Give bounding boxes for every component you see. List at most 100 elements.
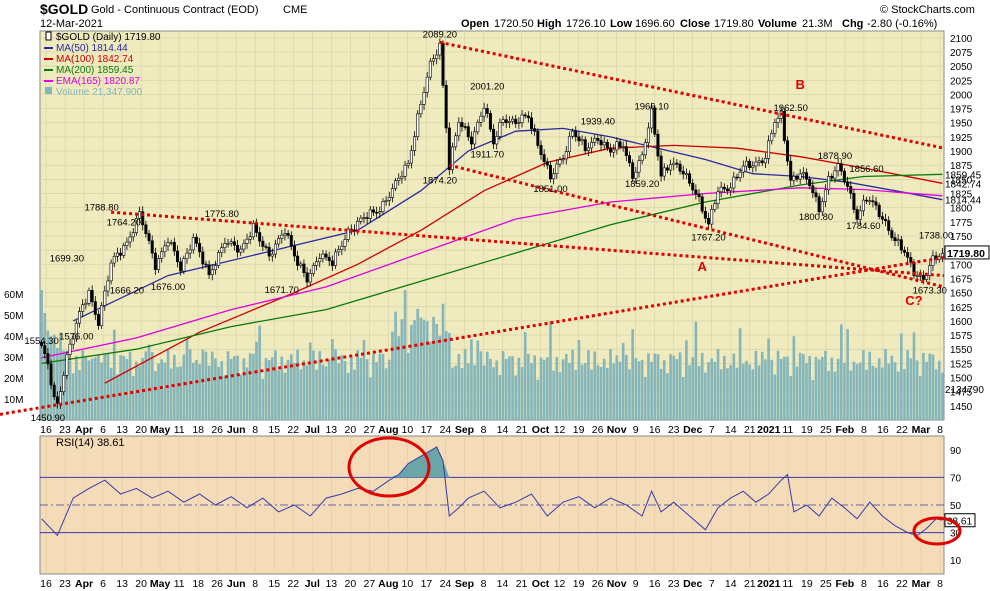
candle-body <box>371 209 375 213</box>
candle-body <box>220 247 224 253</box>
candle-body <box>122 245 126 256</box>
rsi-tick-label: 50 <box>950 501 962 512</box>
volume-bar <box>691 357 695 420</box>
volume-bar <box>609 349 612 420</box>
date-tick-label: 15 <box>268 424 280 436</box>
volume-bar <box>106 353 110 420</box>
volume-bar <box>147 344 151 420</box>
volume-bar <box>466 363 470 420</box>
volume-bar <box>735 367 739 420</box>
candle-body <box>631 162 635 179</box>
candle-body <box>735 176 739 179</box>
date-tick-label: Apr <box>75 578 93 590</box>
price-annotation: 1775.80 <box>205 209 239 220</box>
last-price-label: 1719.80 <box>947 248 985 260</box>
candle-body <box>406 162 410 166</box>
date-tick-label: 12 <box>554 578 566 590</box>
price-tick-label: 1450 <box>950 402 973 413</box>
candle-body <box>507 120 511 124</box>
chart-header: $GOLD Gold - Continuous Contract (EOD) C… <box>40 1 975 30</box>
candle-body <box>106 280 110 292</box>
candle-body <box>637 160 641 173</box>
price-annotation: 1788.80 <box>84 202 118 213</box>
price-tick-label: 1650 <box>950 289 973 300</box>
volume-bar <box>640 359 644 420</box>
volume-bar <box>274 350 277 420</box>
candle-body <box>43 345 47 354</box>
volume-bar <box>681 377 685 420</box>
candle-body <box>526 115 530 119</box>
right-value-label: 2134790 <box>945 385 984 396</box>
candle-body <box>599 140 603 146</box>
rsi-tick-label: 90 <box>950 446 962 457</box>
volume-bar <box>327 359 331 420</box>
volume-bar <box>448 332 451 420</box>
exchange: CME <box>283 4 307 16</box>
volume-tick-label: 40M <box>4 332 23 343</box>
chg-label: Chg <box>842 18 863 30</box>
volume-bar <box>191 362 195 420</box>
symbol: $GOLD <box>40 1 88 17</box>
volume-bar <box>444 330 448 420</box>
volume-bar <box>811 379 815 420</box>
candle-body <box>425 76 429 93</box>
volume-bar <box>549 321 552 420</box>
volume-bar <box>252 353 255 420</box>
candle-body <box>447 127 451 170</box>
date-tick-label: 22 <box>287 578 299 590</box>
price-tick-label: 1600 <box>950 317 973 328</box>
date-tick-label: 18 <box>192 578 204 590</box>
volume-bar <box>941 372 944 420</box>
date-tick-label: 24 <box>440 578 452 590</box>
candle-body <box>887 220 891 231</box>
close-label: Close <box>680 18 710 30</box>
high-value: 1726.10 <box>566 18 606 30</box>
candle-body <box>84 302 88 306</box>
candle-body <box>786 140 790 162</box>
volume-bar <box>903 369 906 420</box>
candle-body <box>580 139 584 142</box>
volume-bar <box>52 334 56 420</box>
candle-body <box>210 269 214 276</box>
price-tick-label: 2100 <box>950 34 973 45</box>
volume-bar <box>394 311 397 420</box>
volume-bar <box>625 354 628 420</box>
date-tick-label: 20 <box>344 578 356 590</box>
candle-body <box>757 160 761 163</box>
candle-body <box>46 353 50 365</box>
volume-tick-label: 10M <box>4 395 23 406</box>
volume-bar <box>789 375 793 420</box>
candle-body <box>175 250 179 263</box>
date-tick-label: 24 <box>440 424 452 436</box>
candle-body <box>207 264 211 276</box>
price-panel: 1554.30 1450.90 1576.00 1699.30 1788.80 1764.… <box>0 30 990 424</box>
price-tick-label: 1975 <box>950 105 973 116</box>
price-tick-label: 1900 <box>950 147 973 158</box>
date-tick-label: 27 <box>364 578 376 590</box>
wave-labels: B A C? <box>698 77 923 308</box>
volume-bar <box>678 352 682 420</box>
open-value: 1720.50 <box>494 18 534 30</box>
volume-bar <box>770 359 774 420</box>
candle-body <box>839 163 843 172</box>
candle-body <box>710 208 714 225</box>
volume-axis: 60M 50M 40M 30M 20M 10M <box>4 290 23 406</box>
candle-body <box>289 235 293 247</box>
volume-bar <box>65 354 69 420</box>
candle-body <box>141 211 145 226</box>
candle-body <box>302 263 306 273</box>
candle-body <box>656 133 660 157</box>
candle-body <box>378 211 382 214</box>
candle-body <box>463 126 467 128</box>
candle-body <box>874 201 878 206</box>
low-value: 1696.60 <box>635 18 675 30</box>
volume-bar <box>700 352 704 420</box>
volume-bar <box>776 350 780 420</box>
date-tick-label: Dec <box>683 424 702 436</box>
candle-body <box>548 164 552 180</box>
candle-body <box>419 104 423 115</box>
candle-body <box>767 140 771 159</box>
candle-body <box>817 196 821 213</box>
volume-bar <box>334 349 337 420</box>
price-axis: 2100 2075 2050 2025 2000 1975 1950 1925 1900 1875… <box>950 34 973 413</box>
